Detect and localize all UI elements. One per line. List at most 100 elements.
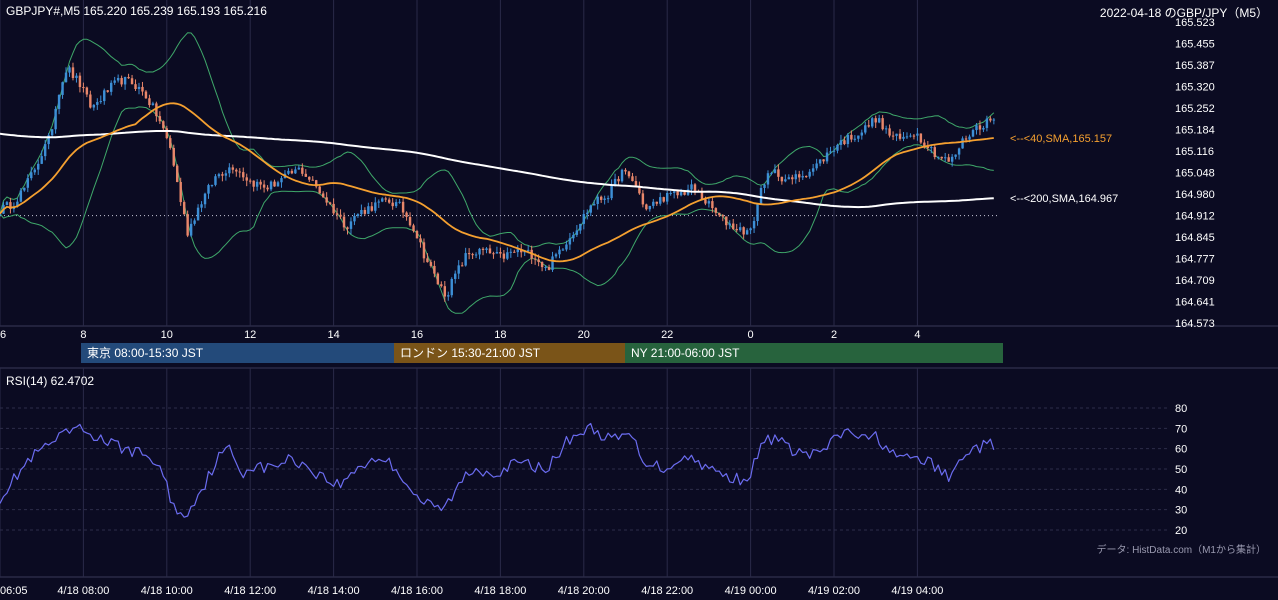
candle-body	[207, 185, 210, 194]
candle-body	[221, 174, 224, 176]
symbol-header: GBPJPY#,M5 165.220 165.239 165.193 165.2…	[6, 4, 267, 18]
rsi-x-tick-label: 4/18 18:00	[474, 585, 526, 597]
candle-body	[749, 228, 752, 231]
candle-body	[815, 163, 818, 169]
candle-body	[242, 172, 245, 178]
candle-body	[481, 248, 485, 250]
main-x-tick-label: 12	[244, 329, 256, 341]
candle-body	[714, 208, 718, 213]
candle-body	[467, 253, 471, 255]
source-note: データ: HistData.com（M1から集計）	[1096, 545, 1266, 556]
candle-body	[954, 154, 957, 157]
main-x-tick-label: 0	[748, 329, 754, 341]
rsi-x-tick-label: 06:05	[0, 585, 28, 597]
price-tick-label: 164.709	[1175, 275, 1215, 287]
candle-body	[516, 249, 519, 253]
sma40-annotation: <--<40,SMA,165.157	[1010, 133, 1112, 145]
candle-body	[151, 103, 155, 106]
candle-body	[930, 147, 933, 149]
candle-body	[123, 77, 127, 85]
candle-body	[502, 253, 506, 259]
candle-body	[9, 202, 12, 210]
candle-body	[645, 204, 648, 210]
candle-body	[26, 178, 30, 188]
candle-body	[332, 203, 335, 214]
candle-body	[822, 159, 825, 162]
candle-body	[92, 104, 96, 108]
candle-body	[846, 134, 850, 145]
candle-body	[989, 118, 992, 121]
candle-body	[169, 138, 172, 148]
candle-body	[829, 151, 832, 153]
candle-body	[975, 125, 978, 131]
price-tick-label: 164.980	[1175, 189, 1215, 201]
candle-body	[735, 228, 738, 231]
candle-body	[0, 213, 2, 215]
rsi-series	[0, 422, 995, 518]
candle-body	[40, 156, 43, 164]
candle-body	[134, 84, 137, 90]
rsi-x-tick-label: 4/19 00:00	[725, 585, 777, 597]
price-tick-label: 164.845	[1175, 232, 1215, 244]
candle-body	[106, 90, 109, 92]
candle-body	[82, 87, 85, 89]
candle-body	[367, 206, 370, 214]
candle-body	[315, 180, 318, 187]
main-x-tick-label: 8	[80, 329, 86, 341]
candle-body	[721, 215, 725, 217]
candle-body	[394, 202, 398, 207]
rsi-tick-label: 80	[1175, 403, 1187, 415]
candle-body	[471, 254, 474, 256]
candle-body	[273, 181, 276, 187]
axis-labels: 6 8 10 12 14 16 18 20 22 0 2 4 165.523 165.455 165.387…	[0, 17, 1215, 597]
candle-body	[405, 212, 408, 218]
candle-body	[520, 249, 523, 253]
candle-body	[155, 103, 158, 117]
candle-body	[200, 204, 203, 208]
candle-body	[964, 138, 968, 140]
main-x-tick-label: 4	[914, 329, 920, 341]
candle-body	[641, 193, 645, 205]
rsi-x-tick-label: 4/18 10:00	[141, 585, 193, 597]
candle-body	[798, 174, 801, 178]
candle-body	[902, 136, 905, 139]
candle-body	[47, 135, 50, 145]
candle-body	[905, 136, 909, 138]
candle-body	[801, 176, 804, 178]
candle-body	[627, 171, 631, 177]
candle-body	[346, 227, 349, 229]
sma200-line	[0, 130, 994, 209]
main-x-tick-label: 2	[831, 329, 837, 341]
candle-body	[634, 181, 638, 186]
candle-body	[603, 198, 606, 200]
candle-body	[381, 198, 384, 202]
candle-body	[860, 132, 864, 136]
candle-body	[412, 225, 415, 232]
candle-body	[874, 118, 877, 123]
candle-body	[620, 169, 624, 182]
candle-body	[770, 172, 773, 174]
candle-body	[843, 140, 846, 145]
candle-body	[933, 147, 936, 158]
price-tick-label: 164.777	[1175, 253, 1215, 265]
candle-body	[561, 249, 565, 251]
candle-body	[130, 78, 134, 85]
candle-body	[321, 193, 325, 198]
candle-body	[787, 177, 791, 180]
rsi-tick-label: 60	[1175, 444, 1187, 456]
main-x-tick-label: 18	[494, 329, 506, 341]
candle-body	[613, 178, 617, 185]
candle-body	[871, 118, 874, 127]
candle-body	[318, 186, 321, 194]
candle-body	[176, 165, 179, 183]
candle-body	[877, 118, 881, 123]
candle-body	[756, 204, 759, 222]
candle-body	[443, 286, 447, 297]
price-tick-label: 164.641	[1175, 296, 1215, 308]
price-tick-label: 165.184	[1175, 124, 1215, 136]
candle-body	[652, 201, 655, 206]
candle-body	[189, 223, 193, 236]
candle-body	[579, 223, 582, 231]
candle-body	[360, 210, 363, 215]
